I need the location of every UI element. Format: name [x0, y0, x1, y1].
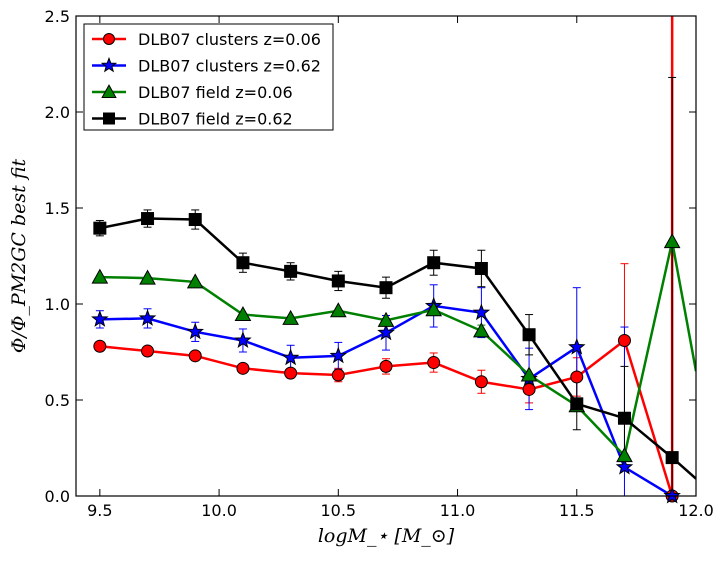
- data-point: [567, 337, 586, 355]
- data-point: [522, 328, 536, 342]
- data-point: [186, 273, 204, 289]
- data-point: [377, 323, 395, 341]
- data-point: [284, 264, 298, 278]
- series-1-markers: [93, 333, 679, 503]
- marker-layer: [91, 212, 681, 504]
- tick-layer: [76, 15, 697, 497]
- legend-marker: [103, 112, 115, 125]
- legend-frame: [83, 23, 334, 131]
- data-point: [331, 274, 345, 288]
- legend-marker: [101, 84, 117, 98]
- data-point: [522, 382, 536, 396]
- series-line: [99, 217, 696, 480]
- data-point: [473, 322, 490, 338]
- data-point: [617, 333, 631, 347]
- series-line: [99, 241, 696, 459]
- legend-label: DLB07 field z=0.62: [138, 110, 293, 129]
- data-point: [427, 356, 441, 370]
- data-point: [329, 346, 348, 364]
- data-point: [520, 366, 538, 382]
- data-point: [188, 349, 202, 363]
- legend-label: DLB07 field z=0.06: [138, 83, 293, 102]
- x-tick-label: 11.5: [559, 501, 595, 520]
- data-point: [474, 375, 488, 389]
- data-point: [472, 303, 491, 321]
- x-tick-label: 11.0: [440, 501, 476, 520]
- x-tick-label: 10.5: [320, 501, 356, 520]
- data-point: [91, 268, 109, 284]
- data-point: [93, 221, 107, 235]
- data-point: [139, 269, 156, 285]
- data-point: [234, 306, 252, 322]
- data-point: [141, 344, 155, 358]
- legend: DLB07 clusters z=0.06 DLB07 clusters z=0.…: [83, 23, 334, 131]
- plot-frame: [75, 15, 697, 497]
- data-point: [93, 339, 107, 353]
- data-point: [236, 256, 250, 270]
- data-point: [234, 331, 252, 348]
- y-tick-label: 0.5: [45, 391, 70, 410]
- x-tick-label: 10.0: [201, 501, 237, 520]
- data-point: [377, 311, 395, 327]
- legend-marker: [103, 33, 115, 45]
- data-point: [615, 457, 634, 475]
- data-point: [379, 281, 393, 295]
- data-point: [331, 368, 345, 382]
- data-point: [570, 370, 584, 384]
- data-point: [427, 256, 441, 270]
- data-point: [379, 359, 393, 373]
- data-point: [663, 233, 681, 249]
- data-point: [141, 212, 155, 226]
- data-point: [188, 213, 202, 227]
- data-point: [329, 302, 347, 318]
- x-tick-label: 9.5: [87, 501, 112, 520]
- data-point: [282, 309, 299, 325]
- data-point: [138, 309, 157, 326]
- data-point: [236, 361, 250, 375]
- data-point: [663, 486, 681, 504]
- y-tick-label: 1.5: [45, 199, 70, 218]
- data-point: [570, 397, 584, 411]
- data-point: [616, 447, 633, 463]
- data-point: [425, 301, 443, 317]
- data-point: [284, 366, 298, 380]
- data-point: [617, 411, 631, 425]
- series-line: [99, 16, 674, 496]
- x-tick-label: 12.0: [678, 501, 714, 520]
- data-point: [281, 348, 300, 366]
- legend-marker: [100, 56, 118, 73]
- legend-label: DLB07 clusters z=0.62: [138, 57, 321, 76]
- x-axis-label: logM_⋆ [M_⊙]: [318, 525, 455, 547]
- series-3-markers: [91, 233, 681, 463]
- y-tick-label: 2.0: [45, 103, 70, 122]
- y-tick-label: 0.0: [45, 487, 70, 506]
- data-point: [665, 451, 679, 465]
- label-layer: 9.5 10.0 10.5 11.0 11.5 12.0 0.0 0.5 1.0 1.5 2.0 2.…: [45, 7, 714, 520]
- data-point: [186, 322, 205, 340]
- data-point: [474, 261, 488, 275]
- y-axis-label: Φ/Φ_PM2GC best fit: [8, 158, 30, 353]
- data-point: [91, 310, 109, 327]
- y-tick-label: 1.0: [45, 295, 70, 314]
- legend-label: DLB07 clusters z=0.06: [138, 30, 321, 49]
- series-4-markers: [93, 212, 679, 465]
- y-tick-label: 2.5: [45, 7, 70, 26]
